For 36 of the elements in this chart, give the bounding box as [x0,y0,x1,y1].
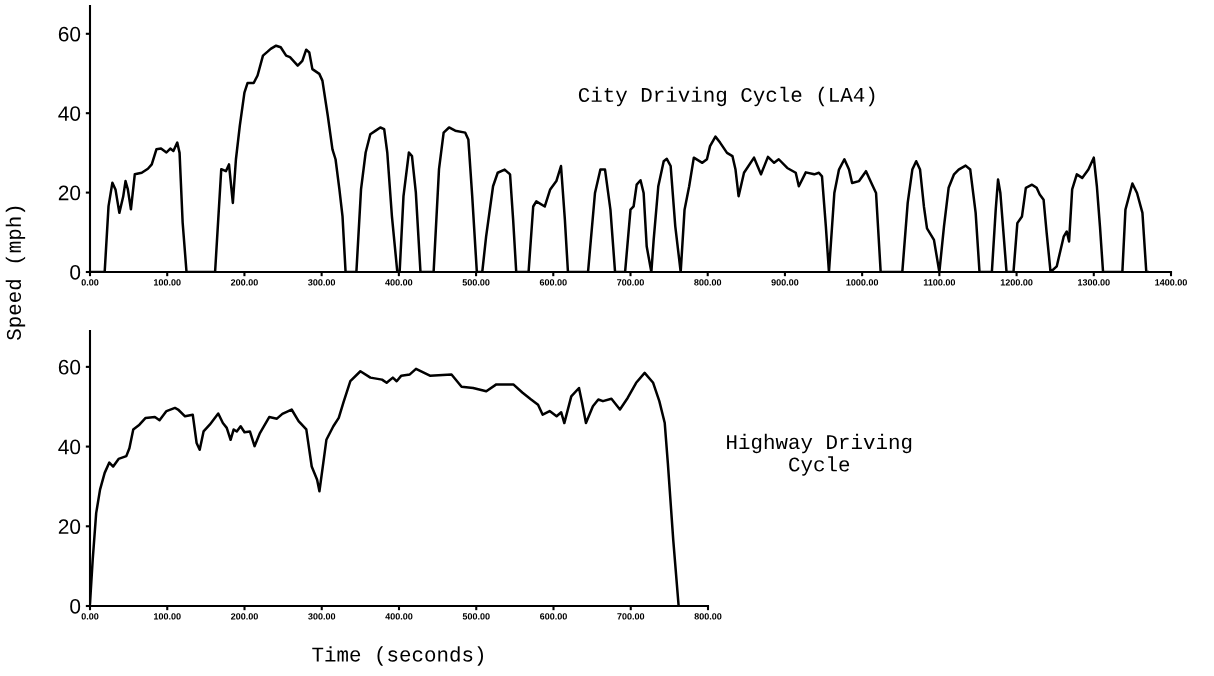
x-tick-label: 200.00 [231,613,258,620]
y-tick-label: 20 [58,519,81,535]
x-tick-label: 500.00 [462,613,490,620]
x-tick-label: 100.00 [153,279,181,286]
x-axis-title: Time (seconds) [312,646,484,666]
x-tick-label: 1100.00 [923,279,956,286]
y-tick-label: 40 [58,106,81,121]
x-tick-label: 1200.00 [1000,279,1033,286]
text: Highway Driving Cycle [727,433,912,476]
x-tick-label: 500.00 [462,279,490,286]
y-axis-title: Speed (mph) [5,206,26,340]
x-tick-label: 300.00 [308,279,336,286]
y-tick-label: 40 [58,439,81,455]
y-tick-label: 60 [58,26,81,42]
text: City Driving Cycle (LA4) [578,86,875,107]
x-tick-label: 600.00 [540,613,567,620]
y-tick-label: 60 [58,359,81,375]
x-tick-label: 900.00 [771,279,799,286]
x-tick-label: 600.00 [539,279,567,286]
x-tick-label: 800.00 [694,279,722,286]
x-tick-label: 100.00 [154,613,181,620]
x-tick-label: 1300.00 [1078,279,1110,286]
y-tick-label: 0 [70,265,81,280]
x-tick-label: 1000.00 [846,279,879,286]
y-tick-label: 0 [70,599,81,614]
x-tick-label: 800.00 [694,613,722,620]
x-tick-label: 0.00 [81,279,99,286]
x-tick-label: 200.00 [230,279,258,286]
x-tick-label: 700.00 [617,613,645,620]
x-tick-label: 400.00 [385,613,413,620]
x-tick-label: 400.00 [385,279,413,286]
x-tick-label: 700.00 [617,279,644,286]
x-tick-label: 300.00 [308,613,336,620]
x-tick-label: 0.00 [81,613,99,620]
x-tick-label: 1400.00 [1155,279,1187,286]
y-tick-label: 20 [58,185,81,201]
